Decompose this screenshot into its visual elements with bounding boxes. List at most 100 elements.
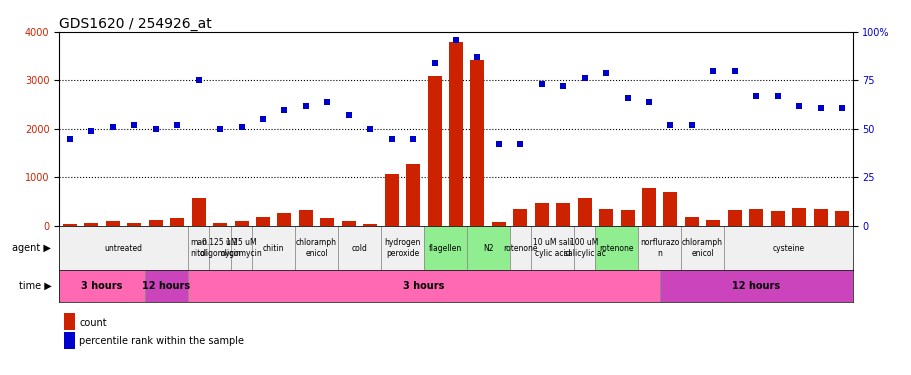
Text: 12 hours: 12 hours [142, 281, 190, 291]
Bar [363, 224, 377, 226]
Bar [381, 226, 424, 270]
Point [470, 54, 485, 60]
Point [684, 122, 699, 128]
Text: cold: cold [351, 243, 367, 252]
Text: count: count [79, 318, 107, 327]
Point [405, 136, 420, 142]
Bar [234, 221, 249, 226]
Point [770, 93, 784, 99]
Point [513, 141, 527, 147]
Bar [792, 207, 805, 226]
Bar [210, 226, 230, 270]
Text: chitin: chitin [262, 243, 284, 252]
Bar [556, 203, 569, 226]
Bar [638, 226, 681, 270]
Point [599, 70, 613, 76]
Text: 3 hours: 3 hours [81, 281, 123, 291]
Bar [530, 226, 573, 270]
Bar [299, 210, 312, 226]
Bar [659, 270, 852, 302]
Text: 1.25 uM
oligomycin: 1.25 uM oligomycin [220, 238, 262, 258]
Bar [59, 226, 188, 270]
Bar [599, 209, 612, 226]
Bar [470, 60, 484, 226]
Point [63, 136, 77, 142]
Bar [723, 226, 852, 270]
Bar [641, 188, 655, 226]
Bar [230, 226, 252, 270]
Text: man
nitol: man nitol [189, 238, 207, 258]
Point [84, 128, 98, 134]
Text: percentile rank within the sample: percentile rank within the sample [79, 336, 244, 346]
Text: rotenone: rotenone [599, 243, 633, 252]
Point [234, 124, 249, 130]
Text: hydrogen
peroxide: hydrogen peroxide [384, 238, 420, 258]
Point [320, 99, 334, 105]
Bar [424, 226, 466, 270]
Bar [577, 198, 591, 226]
Text: chloramph
enicol: chloramph enicol [296, 238, 337, 258]
Bar [320, 218, 334, 226]
Point [384, 136, 398, 142]
Text: 100 uM
salicylic ac: 100 uM salicylic ac [563, 238, 605, 258]
Text: GDS1620 / 254926_at: GDS1620 / 254926_at [59, 17, 211, 31]
Point [169, 122, 184, 128]
Text: 12 hours: 12 hours [732, 281, 780, 291]
Text: rotenone: rotenone [503, 243, 537, 252]
Bar [706, 220, 720, 226]
Bar [534, 203, 548, 226]
Bar [188, 270, 659, 302]
Point [191, 77, 206, 83]
Bar [85, 223, 98, 226]
Bar [405, 164, 420, 226]
Bar [770, 211, 783, 226]
Point [619, 95, 634, 101]
Bar [427, 75, 441, 226]
Bar [252, 226, 295, 270]
Bar [106, 221, 119, 226]
Bar [213, 223, 227, 226]
Point [277, 106, 292, 112]
Text: agent ▶: agent ▶ [13, 243, 51, 253]
Bar [834, 211, 848, 226]
Point [534, 81, 548, 87]
Bar [170, 218, 184, 226]
Bar [342, 220, 355, 226]
Point [298, 103, 312, 109]
Point [705, 68, 720, 74]
Bar [491, 222, 506, 226]
Bar [384, 174, 398, 226]
Point [727, 68, 742, 74]
Bar [681, 226, 723, 270]
Point [448, 37, 463, 43]
Bar [63, 224, 77, 226]
Text: N2: N2 [483, 243, 493, 252]
Bar [148, 220, 162, 226]
Point [641, 99, 656, 105]
Bar [277, 213, 292, 226]
Point [363, 126, 377, 132]
Text: 3 hours: 3 hours [403, 281, 444, 291]
Point [106, 124, 120, 130]
Text: 10 uM sali
cylic acid: 10 uM sali cylic acid [532, 238, 571, 258]
Bar [727, 210, 741, 226]
Bar [191, 198, 205, 226]
Text: 0.125 uM
oligomycin: 0.125 uM oligomycin [199, 238, 241, 258]
Text: untreated: untreated [105, 243, 142, 252]
Bar [595, 226, 638, 270]
Bar [256, 217, 270, 226]
Text: cysteine: cysteine [772, 243, 804, 252]
Text: chloramph
enicol: chloramph enicol [681, 238, 722, 258]
Point [748, 93, 763, 99]
Point [791, 103, 805, 109]
Point [127, 122, 141, 128]
Bar [188, 226, 210, 270]
Point [556, 83, 570, 89]
Point [577, 75, 591, 81]
Bar [619, 210, 634, 226]
Text: norflurazo
n: norflurazo n [640, 238, 679, 258]
Point [212, 126, 227, 132]
Bar [684, 217, 698, 226]
Bar [466, 226, 509, 270]
Point [662, 122, 677, 128]
